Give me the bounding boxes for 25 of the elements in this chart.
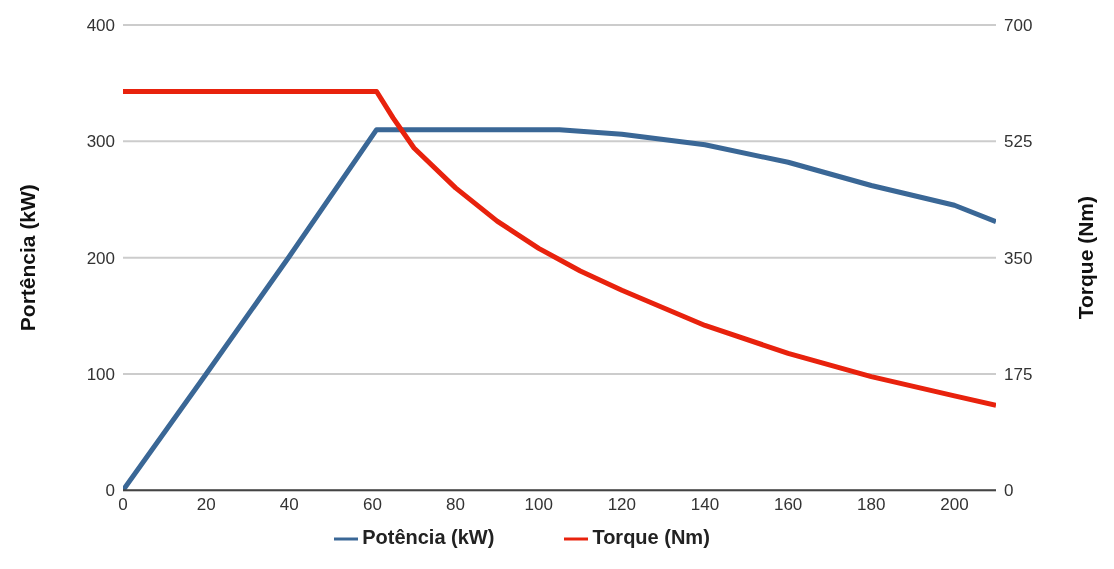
- x-tick-label: 100: [524, 495, 553, 515]
- x-tick-label: 180: [857, 495, 886, 515]
- x-tick-label: 140: [690, 495, 720, 515]
- y-axis-title: Portência (kW): [16, 184, 40, 332]
- x-tick-label: 160: [773, 495, 803, 515]
- y-tick-label: 400: [86, 16, 115, 36]
- x-tick-label: 80: [446, 495, 466, 515]
- x-tick-label: 120: [607, 495, 637, 515]
- x-tick-label: 60: [362, 495, 382, 515]
- y2-tick-label: 525: [1004, 132, 1033, 152]
- y2-tick-label: 700: [1004, 16, 1033, 36]
- y-tick-label: 200: [86, 248, 115, 268]
- y-tick-label: 300: [86, 132, 115, 152]
- x-tick-label: 20: [196, 495, 216, 515]
- x-tick-label: 200: [940, 495, 969, 515]
- y2-tick-label: 175: [1004, 365, 1033, 384]
- y-tick-label: 100: [86, 365, 115, 384]
- legend-label: Potência (kW): [362, 526, 495, 549]
- x-tick-label: 40: [279, 495, 299, 515]
- y2-axis-title: Torque (Nm): [1074, 196, 1098, 320]
- y2-tick-label: 0: [1004, 481, 1014, 501]
- y-tick-label: 0: [105, 481, 115, 501]
- legend-label: Torque (Nm): [592, 526, 710, 549]
- x-tick-label: 0: [118, 495, 128, 515]
- y2-tick-label: 350: [1004, 248, 1033, 268]
